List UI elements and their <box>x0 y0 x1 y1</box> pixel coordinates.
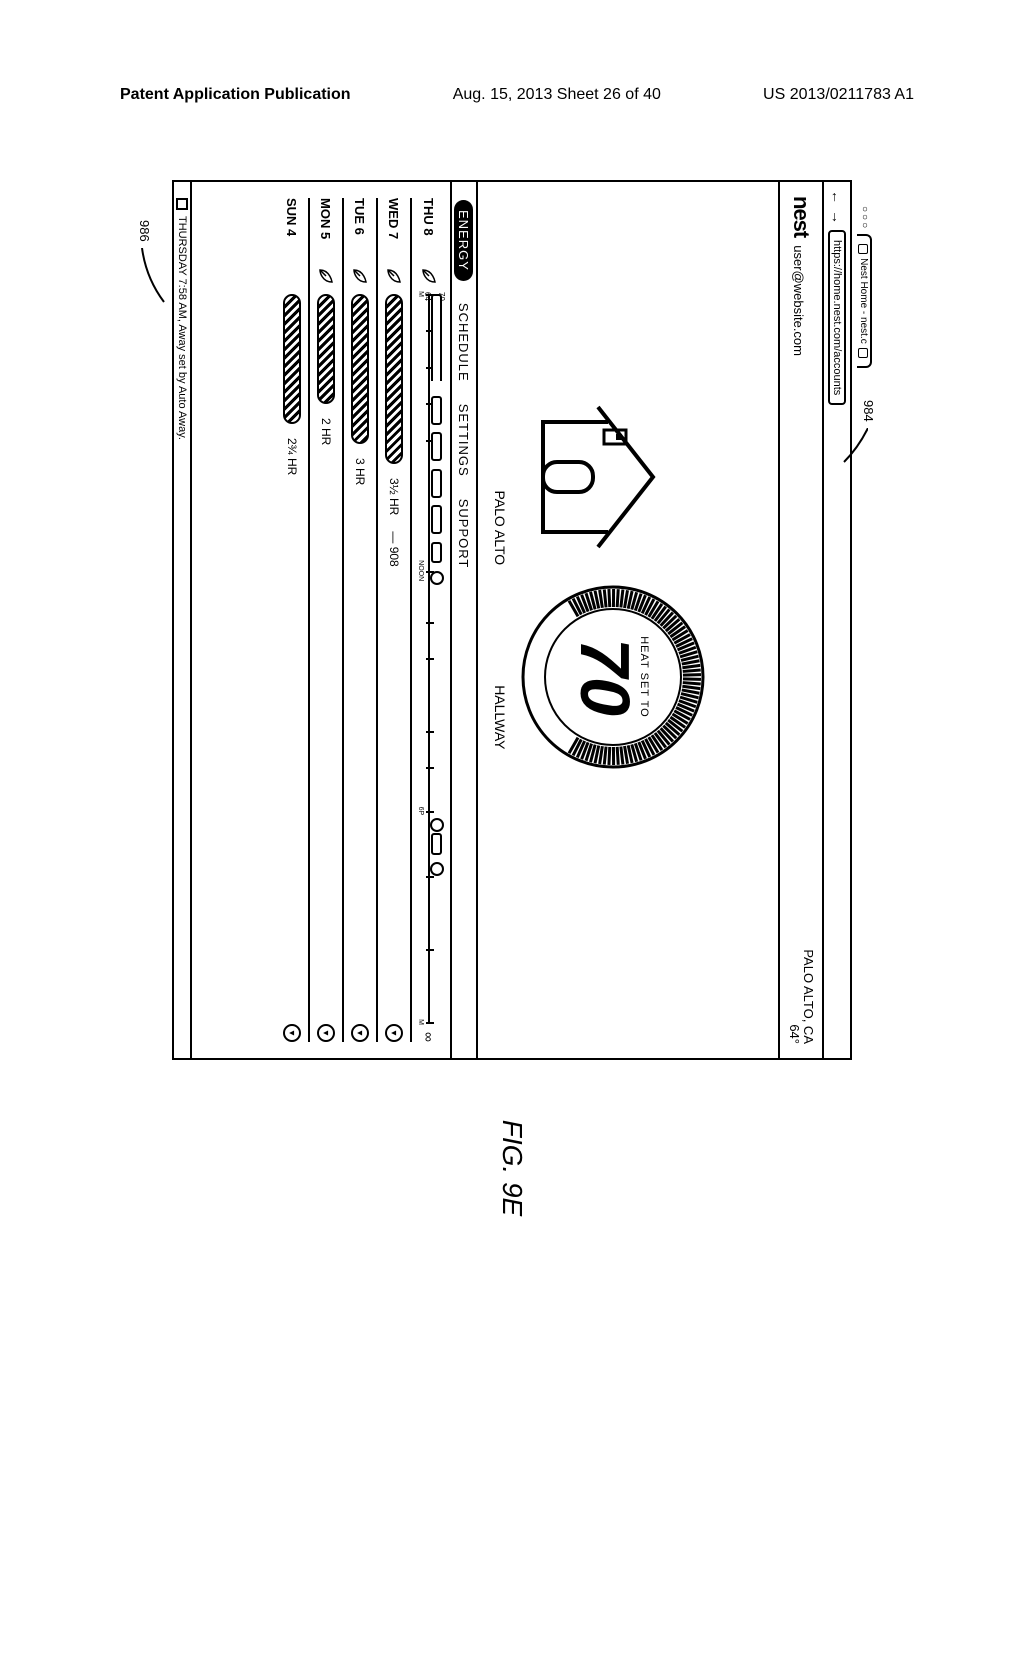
browser-toolbar: ← → https://home.nest.com/accounts <box>822 182 850 1058</box>
forward-button[interactable]: → <box>829 210 845 224</box>
energy-rows: THU 8 7064MNOON6PM ∞ WED 7 3½ HR — 908 ▾ TUE 6 3… <box>192 182 450 1058</box>
dial-temp: 70 <box>570 582 640 772</box>
thermostat-dial[interactable]: HEAT SET TO 70 <box>518 582 708 772</box>
usage-bar <box>385 294 403 464</box>
tab-close-icon[interactable] <box>859 348 869 358</box>
expand-icon[interactable]: ▾ <box>385 1024 403 1042</box>
leaf-icon <box>284 268 300 284</box>
home-icon <box>176 198 188 210</box>
usage-bar <box>317 294 335 404</box>
expand-icon[interactable]: ▾ <box>317 1024 335 1042</box>
pub-right: US 2013/0211783 A1 <box>763 86 914 104</box>
usage-bar <box>283 294 301 424</box>
tab-bar: ENERGY SCHEDULE SETTINGS SUPPORT <box>450 182 478 1058</box>
footer-text: THURSDAY 7:58 AM, Away set by Auto Away. <box>176 216 188 440</box>
tab-support[interactable]: SUPPORT <box>457 499 472 569</box>
user-email[interactable]: user@website.com <box>791 245 806 356</box>
footer-status: THURSDAY 7:58 AM, Away set by Auto Away. <box>174 182 192 1058</box>
callout-908: — 908 <box>387 531 401 566</box>
energy-row[interactable]: MON 5 2 HR ▾ <box>310 198 344 1042</box>
tab-settings[interactable]: SETTINGS <box>457 404 472 477</box>
expand-icon[interactable]: ▾ <box>283 1024 301 1042</box>
hours-label: 2¾ HR <box>285 438 299 475</box>
tab-energy[interactable]: ENERGY <box>455 200 474 281</box>
energy-row[interactable]: WED 7 3½ HR — 908 ▾ <box>378 198 412 1042</box>
pub-left: Patent Application Publication <box>120 86 351 104</box>
house-icon <box>538 402 658 552</box>
leaf-icon <box>386 268 402 284</box>
hours-label: 3½ HR <box>387 478 401 515</box>
hours-label: 3 HR <box>353 458 367 485</box>
tab-title: Nest Home - nest.c <box>858 258 869 344</box>
location-block: PALO ALTO, CA 64° <box>787 949 816 1044</box>
energy-row[interactable]: TUE 6 3 HR ▾ <box>344 198 378 1042</box>
url-field[interactable]: https://home.nest.com/accounts <box>828 230 846 405</box>
location-temp: 64° <box>787 949 801 1044</box>
hours-label: 2 HR <box>319 418 333 445</box>
callout-984: 984 <box>861 400 876 422</box>
brand-logo: nest <box>788 196 814 237</box>
figure-caption: FIG. 9E <box>496 656 528 1680</box>
leaf-icon <box>352 268 368 284</box>
day-detail-chart: 7064MNOON6PM <box>414 294 444 1022</box>
back-button[interactable]: ← <box>829 190 845 204</box>
day-label: TUE 6 <box>353 198 368 258</box>
detail-right-label: ∞ <box>421 1032 437 1042</box>
browser-tab[interactable]: Nest Home - nest.c <box>857 234 872 368</box>
callout-986-label: 986 <box>137 220 152 242</box>
loc-left: PALO ALTO <box>484 490 508 565</box>
day-label: SUN 4 <box>285 198 300 258</box>
day-label: WED 7 <box>387 198 402 258</box>
window-dots: ○○○ <box>859 206 870 230</box>
energy-row[interactable]: SUN 4 2¾ HR ▾ <box>276 198 310 1042</box>
callout-986: 986 <box>137 220 152 242</box>
day-label: THU 8 <box>422 198 437 258</box>
tab-schedule[interactable]: SCHEDULE <box>457 303 472 382</box>
leaf-icon <box>421 268 437 284</box>
usage-bar <box>351 294 369 444</box>
main-stage: HEAT SET TO 70 PALO ALTO HALLWAY ENERGYS… <box>174 182 778 1058</box>
tab-favicon-icon <box>859 244 869 254</box>
browser-tab-strip: ○○○ Nest Home - nest.c <box>857 206 872 368</box>
location-city: PALO ALTO, CA <box>801 949 815 1044</box>
pub-mid: Aug. 15, 2013 Sheet 26 of 40 <box>453 86 661 104</box>
day-label: MON 5 <box>319 198 334 258</box>
app-header: nest user@website.com PALO ALTO, CA 64° <box>778 182 822 1058</box>
expand-icon[interactable]: ▾ <box>351 1024 369 1042</box>
energy-row[interactable]: THU 8 7064MNOON6PM ∞ <box>412 198 446 1042</box>
publication-header: Patent Application Publication Aug. 15, … <box>0 86 1024 104</box>
leaf-icon <box>318 268 334 284</box>
callout-984-label: 984 <box>861 400 876 422</box>
